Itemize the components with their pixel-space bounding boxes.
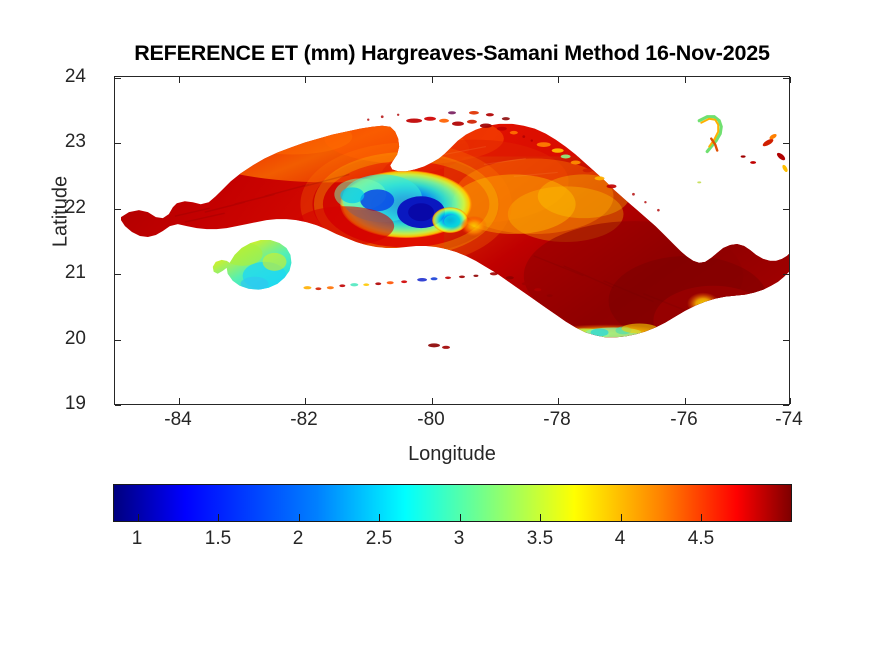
ytick-label-24: 24 [64, 66, 86, 87]
ytick-mark [115, 274, 121, 275]
colorbar-label-2: 2 [292, 528, 304, 549]
ytick-label-21: 21 [64, 262, 86, 283]
ytick-label-23: 23 [64, 131, 86, 152]
xtick-mark [790, 77, 791, 83]
ytick-mark [115, 209, 121, 210]
ytick-label-22: 22 [64, 197, 86, 218]
colorbar-label-4-5: 4.5 [687, 528, 715, 549]
colorbar-tick [138, 514, 139, 521]
xtick-mark [685, 398, 686, 404]
xtick-mark [685, 77, 686, 83]
xtick-label--74: -74 [775, 409, 803, 430]
xtick-label--84: -84 [164, 409, 192, 430]
xtick-label--80: -80 [417, 409, 445, 430]
colorbar-tick [701, 514, 702, 521]
x-axis-label: Longitude [408, 443, 496, 465]
xtick-mark [790, 398, 791, 404]
xtick-label--82: -82 [290, 409, 318, 430]
xtick-mark [558, 77, 559, 83]
bahamas-strip [697, 115, 788, 184]
colorbar-tick [621, 514, 622, 521]
map-axes[interactable] [114, 76, 791, 406]
ytick-mark [115, 405, 121, 406]
colorbar[interactable] [113, 484, 792, 522]
colorbar-label-3: 3 [453, 528, 465, 549]
colorbar-tick [460, 514, 461, 521]
ytick-mark [783, 143, 789, 144]
colorbar-tick [299, 514, 300, 521]
ytick-mark [783, 274, 789, 275]
colorbar-label-2-5: 2.5 [365, 528, 393, 549]
xtick-mark [432, 398, 433, 404]
colorbar-tick [379, 514, 380, 521]
colorbar-label-4: 4 [614, 528, 626, 549]
colorbar-tick [218, 514, 219, 521]
xtick-mark [179, 398, 180, 404]
colorbar-gradient [113, 484, 792, 522]
ytick-mark [783, 340, 789, 341]
xtick-mark [305, 398, 306, 404]
ytick-mark [783, 405, 789, 406]
cays-and-small-islands [303, 110, 788, 349]
colorbar-label-1: 1 [131, 528, 143, 549]
ytick-mark [115, 143, 121, 144]
ytick-mark [115, 340, 121, 341]
ytick-mark [115, 78, 121, 79]
ytick-mark [783, 78, 789, 79]
y-axis-label: Latitude [49, 175, 72, 248]
xtick-mark [558, 398, 559, 404]
ytick-mark [783, 209, 789, 210]
et-raster-map [115, 77, 789, 404]
page-title: REFERENCE ET (mm) Hargreaves-Samani Meth… [134, 41, 770, 65]
ytick-label-19: 19 [64, 393, 86, 414]
xtick-label--78: -78 [543, 409, 571, 430]
ytick-label-20: 20 [64, 328, 86, 349]
xtick-label--76: -76 [670, 409, 698, 430]
colorbar-label-1-5: 1.5 [204, 528, 232, 549]
xtick-mark [432, 77, 433, 83]
colorbar-label-3-5: 3.5 [526, 528, 554, 549]
colorbar-tick [540, 514, 541, 521]
xtick-mark [179, 77, 180, 83]
xtick-mark [305, 77, 306, 83]
